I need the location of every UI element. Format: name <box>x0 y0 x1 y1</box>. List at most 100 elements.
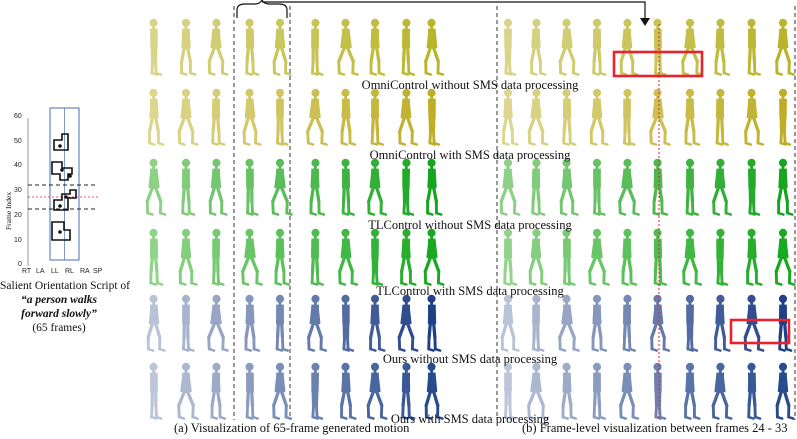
human-figure <box>306 88 328 146</box>
x-tick-label: RA <box>80 268 90 275</box>
human-figure <box>747 158 761 216</box>
human-figure <box>747 18 761 76</box>
human-figure <box>145 158 167 216</box>
human-figure <box>245 18 260 76</box>
human-figure <box>592 158 606 216</box>
y-tick-label: 30 <box>14 187 22 194</box>
human-figure <box>747 362 762 420</box>
human-figure <box>178 228 198 286</box>
row-caption: OmniControl without SMS data processing <box>361 78 579 92</box>
human-figure <box>401 362 416 420</box>
y-tick-label: 50 <box>14 138 22 145</box>
script-caption-line-1: Salient Orientation Script of <box>0 280 130 292</box>
human-figure <box>775 18 796 76</box>
human-figure <box>778 88 792 146</box>
script-caption-line-3: forward slowly” <box>21 308 97 320</box>
human-figure <box>527 88 549 146</box>
human-figure <box>149 228 164 286</box>
human-figure <box>684 362 701 420</box>
x-tick-label: LL <box>51 268 59 275</box>
human-figure <box>681 18 703 76</box>
human-figure <box>245 158 259 216</box>
human-figure <box>746 228 763 286</box>
human-figure <box>181 294 195 352</box>
human-figure <box>148 88 165 146</box>
human-figure <box>532 294 545 352</box>
human-figure <box>398 88 419 146</box>
human-figure <box>423 228 445 286</box>
x-tick-label: RL <box>65 268 74 275</box>
human-figure <box>275 294 289 352</box>
human-figure <box>149 362 163 420</box>
human-figure <box>714 294 731 352</box>
y-tick-label: 0 <box>18 261 22 268</box>
row-caption: Ours without SMS data processing <box>382 352 558 366</box>
human-figure <box>401 18 415 76</box>
human-figure <box>181 158 196 216</box>
human-figure <box>530 18 547 76</box>
human-figure <box>684 88 701 146</box>
human-figure <box>502 88 519 146</box>
human-figure <box>774 228 796 286</box>
human-figure <box>621 228 638 286</box>
human-figure <box>369 18 386 76</box>
human-figure <box>340 88 357 146</box>
y-tick-label: 40 <box>14 162 22 169</box>
human-figure <box>272 18 292 76</box>
human-figure <box>177 88 199 146</box>
arrow-head-icon <box>640 18 650 26</box>
human-figure <box>244 294 261 352</box>
row-caption: TLControl without SMS data processing <box>368 218 572 232</box>
human-figure <box>212 228 225 286</box>
human-figure <box>559 158 579 216</box>
caption-a: (a) Visualization of 65-frame generated … <box>174 421 410 435</box>
human-figure <box>744 88 765 146</box>
human-figure <box>652 158 669 216</box>
highlight-box <box>729 318 791 345</box>
human-figure <box>424 362 444 420</box>
human-figure <box>531 158 546 216</box>
human-figure <box>775 362 795 420</box>
human-figure <box>650 294 671 352</box>
y-tick-label: 20 <box>14 212 22 219</box>
human-figure <box>397 294 419 352</box>
human-figure <box>210 362 227 420</box>
human-figure <box>715 88 729 146</box>
human-figure <box>366 362 388 420</box>
human-figure <box>623 88 636 146</box>
human-figure <box>778 294 793 352</box>
human-figure <box>340 362 357 420</box>
human-figure <box>370 88 384 146</box>
human-figure <box>341 158 355 216</box>
row-caption: TLControl with SMS data processing <box>376 284 564 298</box>
human-figure <box>275 88 289 146</box>
human-figure <box>562 228 576 286</box>
x-tick-label: LA <box>36 268 45 275</box>
human-figure <box>245 362 259 420</box>
human-figure <box>149 18 163 76</box>
human-figure <box>528 228 548 286</box>
human-figure <box>307 294 328 352</box>
human-figure <box>503 18 517 76</box>
human-figure <box>714 18 731 76</box>
human-figure <box>311 18 324 76</box>
script-dots <box>58 144 72 234</box>
human-figure <box>337 18 359 76</box>
human-figure <box>367 158 388 216</box>
human-figure <box>427 294 442 352</box>
human-figure <box>341 294 355 352</box>
human-figure <box>400 228 417 286</box>
human-figure <box>503 228 518 286</box>
human-figure <box>426 158 443 216</box>
human-figure <box>653 362 667 420</box>
human-figure <box>649 88 671 146</box>
human-figure <box>653 18 667 76</box>
human-figure <box>427 88 441 146</box>
human-figure <box>591 294 608 352</box>
human-figure <box>712 158 733 216</box>
script-caption-line-2: “a person walks <box>20 294 98 306</box>
human-figure <box>271 158 293 216</box>
human-figure <box>499 158 521 216</box>
human-figure <box>177 362 199 420</box>
